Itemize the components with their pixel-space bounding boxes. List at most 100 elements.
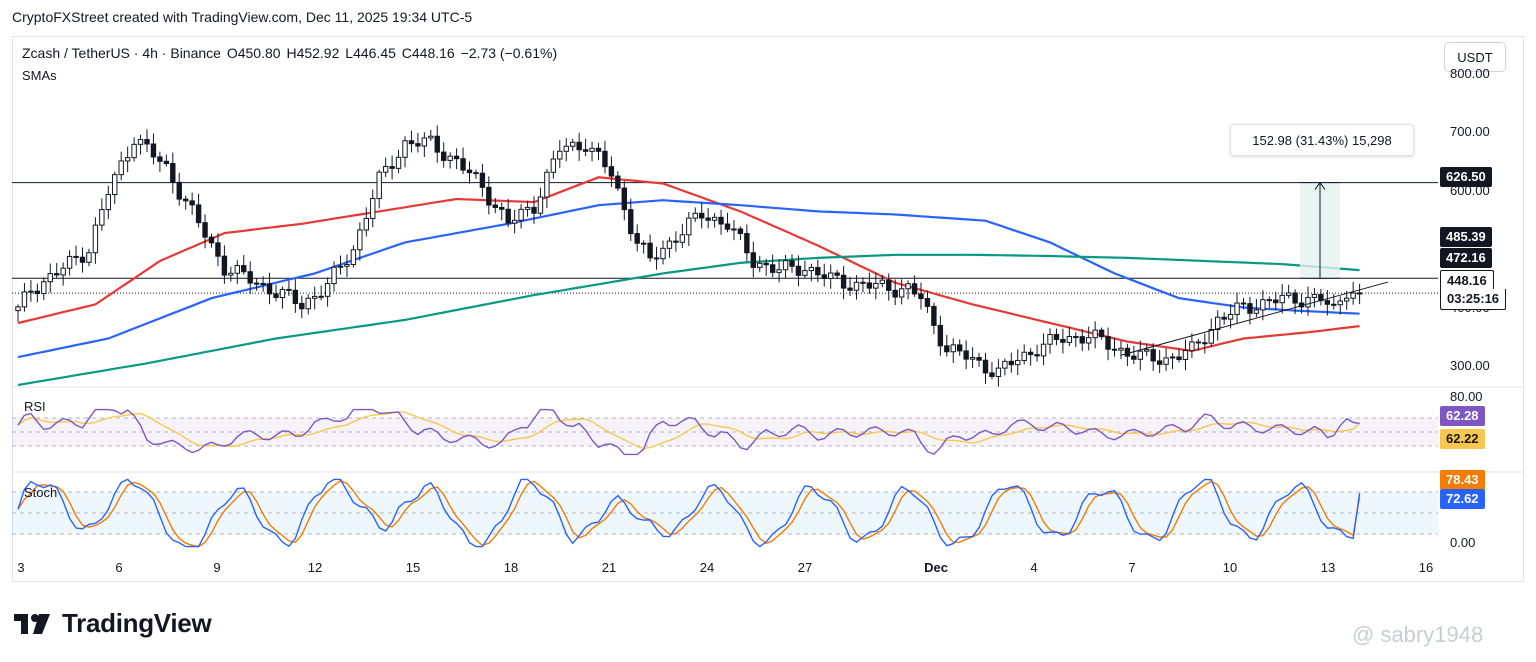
candle-down: [1176, 356, 1182, 360]
candle-down: [615, 175, 621, 189]
tradingview-logo-text: TradingView: [62, 608, 212, 638]
candle-up: [1260, 299, 1266, 311]
high-value: H452.92: [286, 45, 340, 61]
candle-up: [1227, 314, 1234, 320]
x-tick-16: 16: [1418, 560, 1434, 575]
ascending-trendline: [1120, 281, 1389, 356]
x-tick-4: 4: [1030, 560, 1038, 575]
low-value: L446.45: [345, 45, 396, 61]
candle-down: [705, 217, 711, 221]
candle-down: [247, 271, 253, 284]
candle-down: [486, 186, 492, 206]
candle-up: [21, 291, 28, 308]
candle-down: [505, 208, 511, 224]
price-tick-300: 300.00: [1450, 358, 1490, 373]
x-tick-27: 27: [797, 560, 813, 575]
candle-up: [873, 282, 879, 289]
pane-separators: [12, 386, 1524, 473]
indicator-lines: [17, 408, 1361, 548]
tradingview-logo[interactable]: TradingView: [14, 608, 212, 639]
candle-up: [324, 283, 331, 297]
candle-down: [408, 140, 415, 145]
candle-down: [492, 204, 499, 208]
level-472-tag[interactable]: 472.16: [1440, 248, 1492, 268]
candle-down: [34, 290, 41, 295]
candle-down: [260, 282, 266, 285]
candle-down: [608, 166, 615, 177]
candle-down: [892, 289, 898, 298]
drawing-tools[interactable]: [1120, 181, 1389, 356]
candle-up: [563, 145, 569, 152]
candle-up: [137, 139, 144, 145]
candle-up: [118, 160, 124, 176]
candle-down: [744, 233, 750, 254]
candle-up: [15, 306, 21, 312]
candle-up: [589, 147, 595, 152]
candle-down: [466, 169, 473, 174]
level-626-tag[interactable]: 626.50: [1440, 167, 1492, 187]
candle-down: [847, 287, 853, 291]
candle-up: [428, 135, 434, 139]
currency-button[interactable]: USDT: [1444, 42, 1506, 72]
candle-up: [447, 155, 453, 161]
candle-up: [853, 281, 860, 291]
candle-down: [769, 264, 776, 273]
candle-up: [337, 265, 344, 268]
candle-up: [350, 249, 357, 265]
candle-up: [1118, 347, 1124, 351]
sma-lines: [17, 176, 1360, 387]
open-value: O450.80: [226, 45, 281, 61]
watermark-text: @ sabry1948: [1352, 622, 1484, 647]
candle-up: [950, 344, 956, 353]
candle-up: [66, 255, 73, 269]
candle-up: [357, 229, 363, 251]
candle-down: [918, 293, 924, 300]
stoch-label[interactable]: Stoch: [24, 485, 58, 500]
price-tick-700: 700.00: [1450, 124, 1490, 139]
candle-up: [808, 267, 815, 272]
candle-down: [1098, 329, 1105, 338]
stoch-d-line: [17, 479, 1361, 548]
sma-indicator-label[interactable]: SMAs: [22, 68, 57, 83]
candle-up: [105, 194, 111, 211]
candle-up: [421, 137, 428, 147]
horizontal-levels: [12, 182, 1438, 294]
measure-tool-label[interactable]: 152.98 (31.43%) 15,298: [1230, 124, 1414, 156]
candle-up: [1015, 359, 1021, 366]
candle-down: [976, 357, 982, 361]
symbol-name[interactable]: Zcash / TetherUS · 4h · Binance: [22, 45, 221, 61]
candle-up: [312, 295, 318, 299]
candle-down: [163, 160, 170, 165]
candle-down: [499, 206, 505, 210]
candle-down: [1202, 342, 1208, 345]
candle-up: [92, 224, 99, 254]
candle-down: [582, 149, 589, 152]
candle-up: [41, 281, 47, 295]
candle-up: [318, 295, 324, 298]
candle-down: [1195, 341, 1202, 344]
candle-down: [195, 204, 202, 224]
candle-up: [969, 357, 976, 360]
candle-down: [963, 350, 969, 360]
candle-up: [524, 206, 531, 210]
x-tick-12: 12: [307, 560, 323, 575]
candle-up: [1169, 356, 1176, 359]
candle-up: [879, 279, 885, 284]
rsi-signal-line: [17, 411, 1361, 450]
candle-down: [299, 302, 305, 310]
close-value: C448.16: [401, 45, 455, 61]
x-tick-21: 21: [601, 560, 617, 575]
candle-down: [602, 150, 608, 168]
candle-up: [511, 219, 518, 224]
candle-up: [234, 265, 241, 274]
candle-up: [1305, 296, 1311, 308]
rsi-signal-tag: 62.22: [1440, 429, 1485, 449]
candle-up: [898, 288, 905, 298]
candle-down: [866, 282, 873, 289]
last-price-tag: 448.16: [1440, 270, 1494, 291]
rsi-label[interactable]: RSI: [24, 399, 46, 414]
candle-up: [395, 156, 402, 169]
candle-down: [1131, 355, 1137, 360]
candle-down: [1240, 302, 1247, 305]
